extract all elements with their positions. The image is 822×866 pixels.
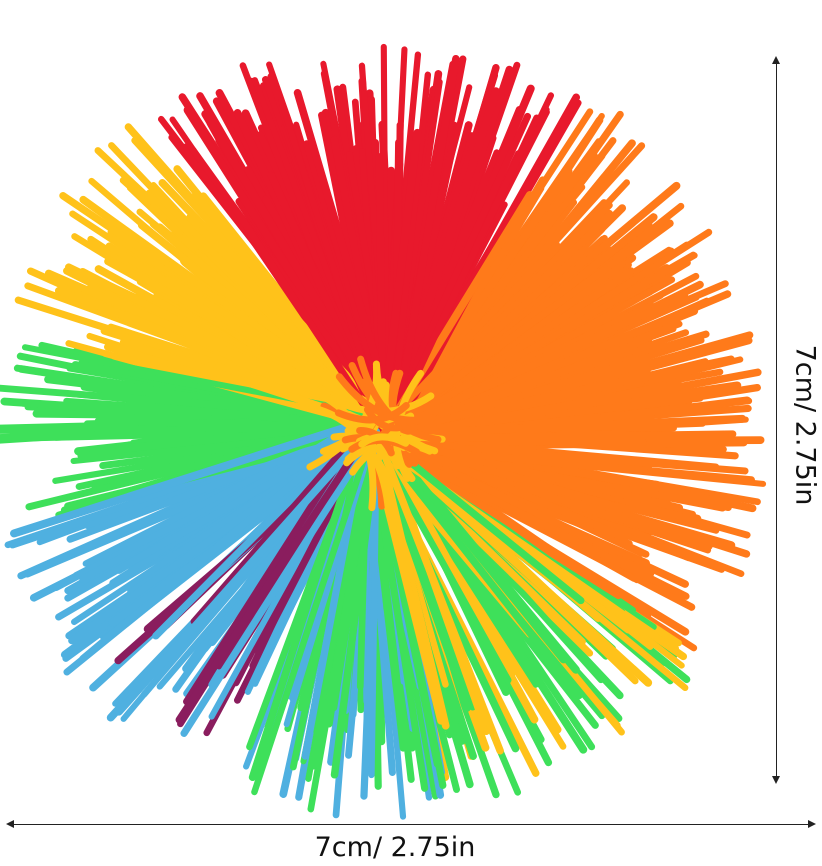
center-strand bbox=[335, 373, 436, 424]
strand bbox=[380, 443, 767, 487]
arrow-right-icon bbox=[808, 820, 816, 828]
strand bbox=[115, 423, 376, 716]
strand bbox=[190, 421, 369, 625]
arrow-left-icon bbox=[6, 820, 14, 828]
center-strand bbox=[306, 363, 381, 471]
strand bbox=[248, 426, 367, 782]
strand bbox=[380, 292, 689, 438]
center-strand bbox=[363, 406, 403, 432]
strand bbox=[388, 71, 432, 431]
strand bbox=[251, 427, 377, 796]
width-label: 7cm/ 2.75in bbox=[314, 832, 476, 863]
strand bbox=[382, 337, 705, 441]
strand bbox=[372, 429, 504, 755]
arrow-down-icon bbox=[772, 776, 780, 784]
strand bbox=[10, 415, 376, 538]
strand bbox=[105, 242, 387, 423]
strand bbox=[380, 252, 698, 436]
strand bbox=[377, 128, 422, 434]
strand bbox=[374, 438, 690, 600]
center-strand bbox=[348, 436, 421, 456]
height-label: 7cm/ 2.75in bbox=[789, 344, 821, 506]
strand bbox=[382, 112, 532, 434]
strand bbox=[376, 440, 639, 527]
strand bbox=[108, 416, 380, 437]
center-strand bbox=[358, 433, 410, 448]
strand bbox=[175, 424, 376, 724]
width-dimension-line bbox=[10, 824, 812, 825]
strand bbox=[378, 414, 747, 439]
strand bbox=[377, 241, 561, 434]
strand bbox=[180, 425, 381, 737]
strand bbox=[201, 110, 393, 425]
height-dimension-line bbox=[776, 60, 777, 780]
strand bbox=[392, 54, 460, 431]
arrow-up-icon bbox=[772, 56, 780, 64]
strand bbox=[325, 427, 378, 728]
